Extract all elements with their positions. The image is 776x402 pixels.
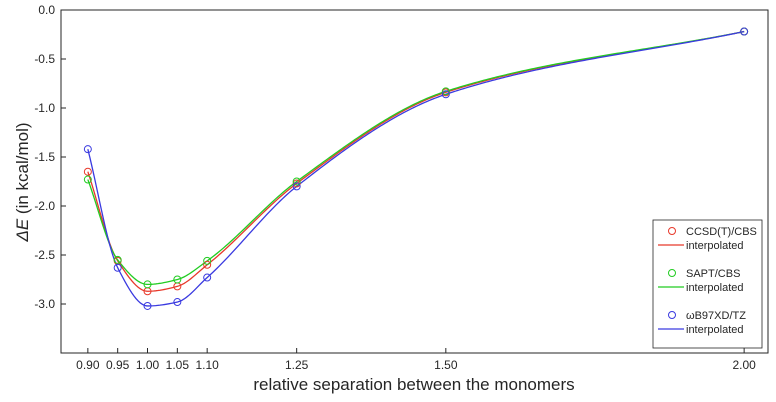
data-point-3 [292,182,301,191]
legend-curve-label-1: interpolated [686,240,744,252]
interpolated-curve-3 [87,30,745,307]
y-tick-label: -1.0 [34,101,55,115]
data-point-1 [83,167,92,176]
legend-curve-label-2: interpolated [686,282,744,294]
x-axis-ticks: 0.90 0.95 1.00 1.05 1.10 1.25 1.50 2.00 [76,348,756,372]
y-axis-ticks: 0.0 -0.5 -1.0 -1.5 -2.0 -2.5 -3.0 [34,3,66,311]
x-tick-label: 1.05 [166,358,190,372]
data-point-3 [83,145,92,154]
x-tick-label: 0.95 [106,358,130,372]
legend-label-1: CCSD(T)/CBS [686,226,757,238]
interpolated-curve-2 [87,30,745,286]
data-point-3 [173,298,182,307]
data-point-2 [143,280,152,289]
legend-marker-2 [668,269,676,277]
data-point-2 [113,255,122,264]
data-point-2 [83,175,92,184]
x-tick-label: 1.00 [136,358,160,372]
legend-curve-label-3: interpolated [686,324,744,336]
data-point-1 [203,260,212,269]
data-point-2 [173,275,182,284]
y-tick-label: -3.0 [34,297,55,311]
plot-area [60,9,769,354]
data-point-3 [740,27,749,36]
data-markers [83,27,749,310]
data-point-1 [292,179,301,188]
x-axis-label: relative separation between the monomers [253,375,574,394]
x-tick-label: 2.00 [732,358,756,372]
y-tick-label: -1.5 [34,150,55,164]
data-point-3 [441,90,450,99]
x-tick-label: 1.50 [434,358,458,372]
data-point-3 [203,273,212,282]
legend-label-2: SAPT/CBS [686,268,740,280]
data-point-2 [441,87,450,96]
interpolation-curves [87,30,745,307]
y-tick-label: -2.0 [34,199,55,213]
legend-box [652,219,763,349]
data-point-2 [203,256,212,265]
y-tick-label: -0.5 [34,52,55,66]
y-tick-label: -2.5 [34,248,55,262]
x-tick-label: 1.25 [285,358,309,372]
legend-marker-1 [668,227,676,235]
data-point-2 [292,177,301,186]
data-point-3 [143,301,152,310]
legend-label-3: ωB97XD/TZ [686,310,746,322]
y-axis-label: ΔE (in kcal/mol) [13,122,32,242]
legend-marker-3 [668,311,676,319]
data-point-3 [113,263,122,272]
y-axis-label-unit: (in kcal/mol) [13,122,32,218]
x-tick-label: 0.90 [76,358,100,372]
x-tick-label: 1.10 [195,358,219,372]
legend: CCSD(T)/CBS interpolated SAPT/CBS interpola… [652,219,763,349]
y-axis-label-symbol: ΔE [13,218,32,242]
y-tick-label: 0.0 [38,3,55,17]
